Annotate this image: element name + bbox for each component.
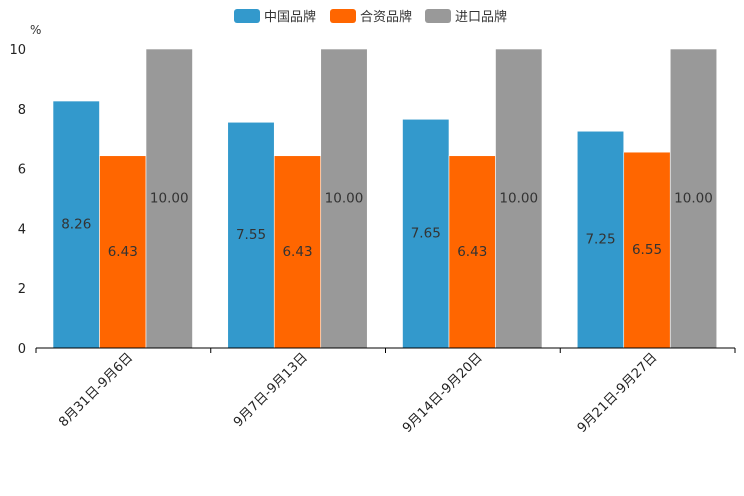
bar-2-2 xyxy=(273,155,322,349)
bar-3-2 xyxy=(320,48,368,349)
value-label-3-3: 10.00 xyxy=(499,191,538,207)
value-label-1-4: 7.25 xyxy=(585,232,615,248)
value-label-3-1: 10.00 xyxy=(150,191,189,207)
value-label-2-4: 6.55 xyxy=(632,242,662,258)
y-tick-label: 8 xyxy=(18,103,26,118)
y-axis: 0 2 4 6 8 10 xyxy=(9,43,26,357)
value-label-1-3: 7.65 xyxy=(411,226,441,242)
bars: 8.26 6.43 10.00 7.55 6.43 10.00 7.65 6.43 10.00 7… xyxy=(52,48,718,349)
bar-1-4 xyxy=(576,130,625,349)
x-axis: 8月31日-9月6日 9月7日-9月13日 9月14日-9月20日 9月21日-9月2… xyxy=(35,347,736,436)
legend-label-2[interactable]: 合资品牌 xyxy=(360,9,412,25)
bar-3-1 xyxy=(145,48,193,349)
legend-swatch-3[interactable] xyxy=(425,9,451,23)
value-label-1-1: 8.26 xyxy=(61,217,91,233)
category-label-3: 9月14日-9月20日 xyxy=(400,350,486,436)
y-tick-label: 4 xyxy=(18,222,26,237)
legend: 中国品牌 合资品牌 进口品牌 xyxy=(234,9,507,25)
y-axis-unit-label: % xyxy=(30,23,41,37)
category-label-1: 8月31日-9月6日 xyxy=(56,350,136,430)
bar-1-2 xyxy=(227,121,275,349)
y-tick-label: 2 xyxy=(18,282,26,297)
bar-2-1 xyxy=(99,155,147,349)
category-label-4: 9月21日-9月27日 xyxy=(575,350,661,436)
bar-3-4 xyxy=(669,48,718,349)
value-label-2-2: 6.43 xyxy=(282,244,312,260)
y-tick-label: 10 xyxy=(9,43,26,58)
value-label-1-2: 7.55 xyxy=(236,227,266,243)
value-label-3-4: 10.00 xyxy=(674,191,713,207)
value-label-2-3: 6.43 xyxy=(457,244,487,260)
y-tick-label: 6 xyxy=(18,163,26,178)
legend-label-1[interactable]: 中国品牌 xyxy=(264,9,316,25)
category-label-2: 9月7日-9月13日 xyxy=(231,350,311,430)
value-label-2-1: 6.43 xyxy=(108,244,138,260)
legend-swatch-2[interactable] xyxy=(330,9,356,23)
legend-swatch-1[interactable] xyxy=(234,9,260,23)
legend-label-3[interactable]: 进口品牌 xyxy=(455,9,507,25)
value-label-3-2: 10.00 xyxy=(325,191,364,207)
bar-2-3 xyxy=(448,155,496,349)
y-tick-label: 0 xyxy=(18,342,26,357)
bar-1-1 xyxy=(52,100,100,349)
